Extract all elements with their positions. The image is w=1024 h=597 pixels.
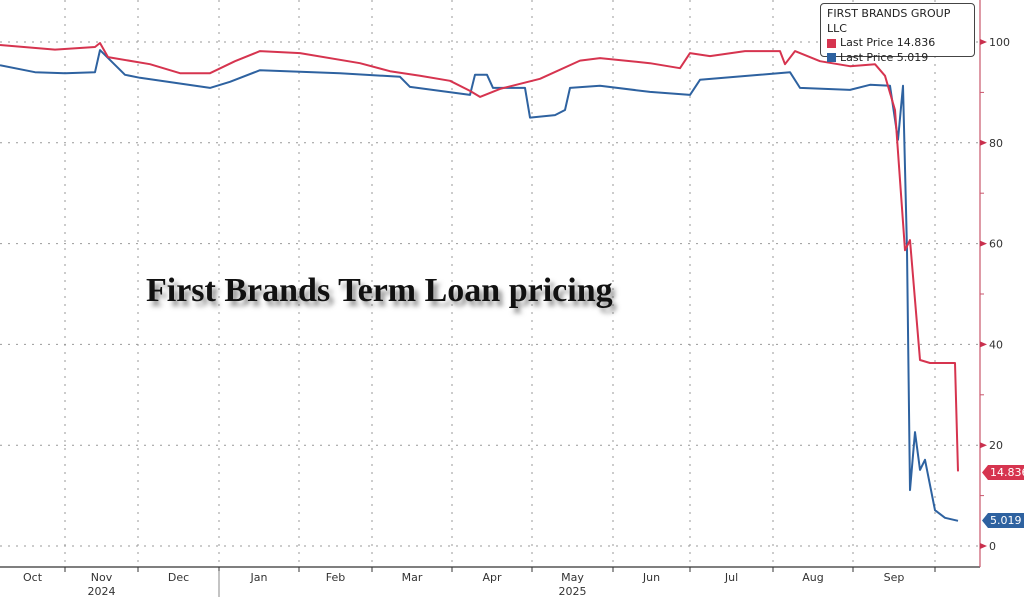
series-lines — [0, 42, 959, 522]
last-price-tag-blue: 5.019 — [982, 513, 1024, 528]
svg-text:Jul: Jul — [724, 571, 738, 584]
legend-label-blue: Last Price 5.019 — [840, 50, 929, 64]
svg-text:May: May — [561, 571, 584, 584]
svg-text:2024: 2024 — [88, 585, 116, 597]
svg-text:40: 40 — [989, 338, 1003, 351]
svg-text:Nov: Nov — [91, 571, 113, 584]
legend-swatch-blue — [827, 53, 836, 63]
svg-text:0: 0 — [989, 540, 996, 553]
svg-text:60: 60 — [989, 238, 1003, 251]
svg-text:Apr: Apr — [482, 571, 502, 584]
chart-title: First Brands Term Loan pricing — [146, 272, 613, 309]
legend: FIRST BRANDS GROUP LLC Last Price 14.836… — [820, 3, 975, 64]
legend-label-red: Last Price 14.836 — [840, 36, 936, 49]
legend-swatch-red — [827, 38, 836, 48]
svg-text:2025: 2025 — [559, 585, 587, 597]
svg-text:Oct: Oct — [23, 571, 43, 584]
svg-text:Dec: Dec — [168, 571, 189, 584]
gridlines — [0, 0, 980, 567]
legend-header: FIRST BRANDS GROUP LLC — [827, 7, 951, 35]
svg-text:Jun: Jun — [642, 571, 660, 584]
svg-text:Aug: Aug — [802, 571, 823, 584]
last-price-tag-red: 14.836 — [982, 465, 1024, 480]
svg-text:100: 100 — [989, 36, 1010, 49]
legend-item-blue: Last Price 5.019 — [827, 51, 968, 66]
svg-text:20: 20 — [989, 439, 1003, 452]
svg-text:Jan: Jan — [250, 571, 268, 584]
svg-text:80: 80 — [989, 137, 1003, 150]
legend-item-red: Last Price 14.836 — [827, 36, 968, 51]
svg-text:Sep: Sep — [884, 571, 905, 584]
svg-text:Mar: Mar — [402, 571, 423, 584]
svg-text:Feb: Feb — [326, 571, 345, 584]
